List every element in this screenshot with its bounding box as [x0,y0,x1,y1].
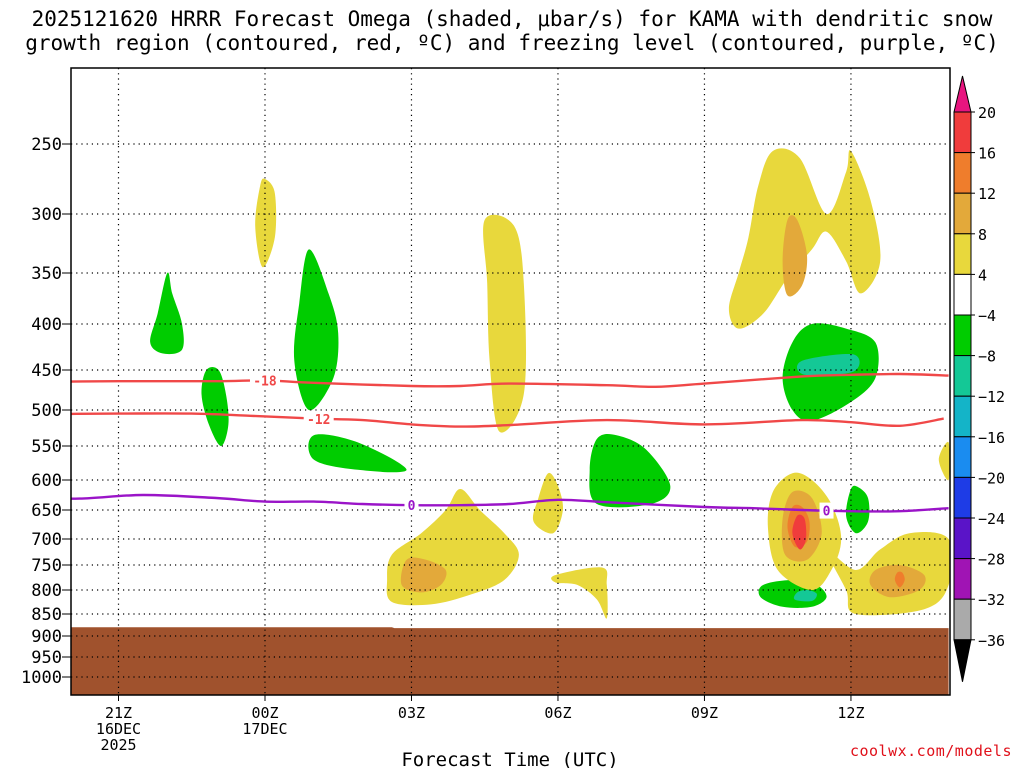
omega-region-16 [532,472,564,534]
x-tick-label-21Z-2: 2025 [100,736,136,754]
y-tick-label-350: 350 [31,264,62,284]
colorbar-bin-6 [953,314,972,357]
colorbar-bin-11 [953,517,972,560]
x-tick-label-12Z-0: 12Z [837,704,864,722]
omega-region-10 [255,178,277,268]
omega-region-3 [308,434,407,473]
colorbar-bin-10 [953,476,972,519]
colorbar-label-2: 12 [978,185,996,203]
y-axis: 2503003504004505005506006507007508008509… [21,135,71,688]
colorbar-bin-9 [953,436,972,478]
omega-region-13 [782,215,808,297]
contour-label-0: -18 [253,374,277,389]
omega-region-6 [796,354,860,376]
omega-region-11 [483,214,527,433]
credit-text: coolwx.com/models [849,742,1012,760]
contour-label-2-b-bg [819,502,834,519]
contour-line-0 [71,372,949,389]
colorbar: 20 16 12 8 4 −4 −8 −12 −16 −20 −24 −28 −32 −36 [953,75,1005,682]
colorbar-bin-1 [953,111,972,154]
x-axis-label: Forecast Time (UTC) [401,749,618,768]
contour-line-2 [71,493,949,513]
omega-region-7 [845,485,870,534]
omega-region-17 [551,567,608,619]
contour-label-0-bg [249,372,280,389]
temperature-contours: -18 -12 0 0 [71,372,949,520]
x-tick-label-03Z-0: 03Z [398,704,425,722]
x-tick-label-21Z-1: 16DEC [96,720,141,738]
x-tick-label-00Z-0: 00Z [251,704,278,722]
contour-label-2-bg [404,497,419,514]
colorbar-arrow-top [953,75,972,113]
y-tick-label-450: 450 [31,361,62,381]
plot-frame [70,67,951,696]
colorbar-label-3: 8 [978,226,987,244]
y-tick-label-850: 850 [31,605,62,625]
colorbar-bin-12 [953,558,972,600]
y-tick-label-900: 900 [31,627,62,647]
omega-region-24 [894,571,905,588]
y-tick-label-700: 700 [31,530,62,550]
colorbar-label-7: −12 [978,388,1005,406]
terrain-layer [71,627,949,695]
colorbar-label-10: −24 [978,510,1005,528]
colorbar-bin-8 [953,395,972,438]
colorbar-arrow-bottom [953,639,972,682]
contour-line-1 [71,412,944,428]
colorbar-label-13: −36 [978,632,1005,650]
contour-label-1-bg [303,410,334,427]
colorbar-label-8: −16 [978,429,1005,447]
terrain-fill [71,627,949,695]
x-tick-label-00Z-1: 17DEC [242,720,287,738]
y-tick-label-500: 500 [31,401,62,421]
colorbar-label-4: 4 [978,266,987,284]
contour-label-2-b: 0 [823,505,831,520]
colorbar-bin-2 [953,152,972,194]
y-tick-label-250: 250 [31,135,62,155]
colorbar-label-1: 16 [978,145,996,163]
omega-region-25 [792,514,807,550]
chart-title-line-1: 2025121620 HRRR Forecast Omega (shaded, … [31,7,993,31]
y-tick-label-950: 950 [31,648,62,668]
colorbar-label-11: −28 [978,551,1005,569]
omega-region-15 [400,557,447,593]
x-tick-label-06Z-0: 06Z [544,704,571,722]
y-tick-label-650: 650 [31,501,62,521]
y-tick-label-550: 550 [31,437,62,457]
x-tick-label-21Z-0: 21Z [105,704,132,722]
omega-shaded-regions [150,148,950,619]
colorbar-bin-3 [953,192,972,235]
colorbar-bin-4 [953,233,972,275]
contour-label-2: 0 [408,499,416,514]
y-tick-label-600: 600 [31,471,62,491]
colorbar-bin-5 [953,273,972,316]
omega-region-9 [793,589,817,602]
colorbar-label-6: −8 [978,348,996,366]
colorbar-label-9: −20 [978,469,1005,487]
omega-region-4 [589,434,671,508]
omega-region-12 [728,148,881,329]
y-tick-label-1000: 1000 [21,668,62,688]
colorbar-label-5: −4 [978,307,996,325]
y-tick-label-750: 750 [31,556,62,576]
colorbar-label-12: −32 [978,591,1005,609]
grid-lines [71,68,950,695]
colorbar-bin-7 [953,355,972,397]
y-tick-label-300: 300 [31,205,62,225]
colorbar-label-0: 20 [978,104,996,122]
y-tick-label-400: 400 [31,315,62,335]
x-tick-label-09Z-0: 09Z [691,704,718,722]
omega-region-20 [938,441,950,481]
omega-region-0 [150,272,184,355]
chart-title-line-2: growth region (contoured, red, ºC) and f… [25,31,999,55]
contour-label-1: -12 [307,413,330,428]
omega-region-1 [201,367,229,446]
colorbar-bin-13 [953,598,972,641]
y-tick-label-800: 800 [31,581,62,601]
